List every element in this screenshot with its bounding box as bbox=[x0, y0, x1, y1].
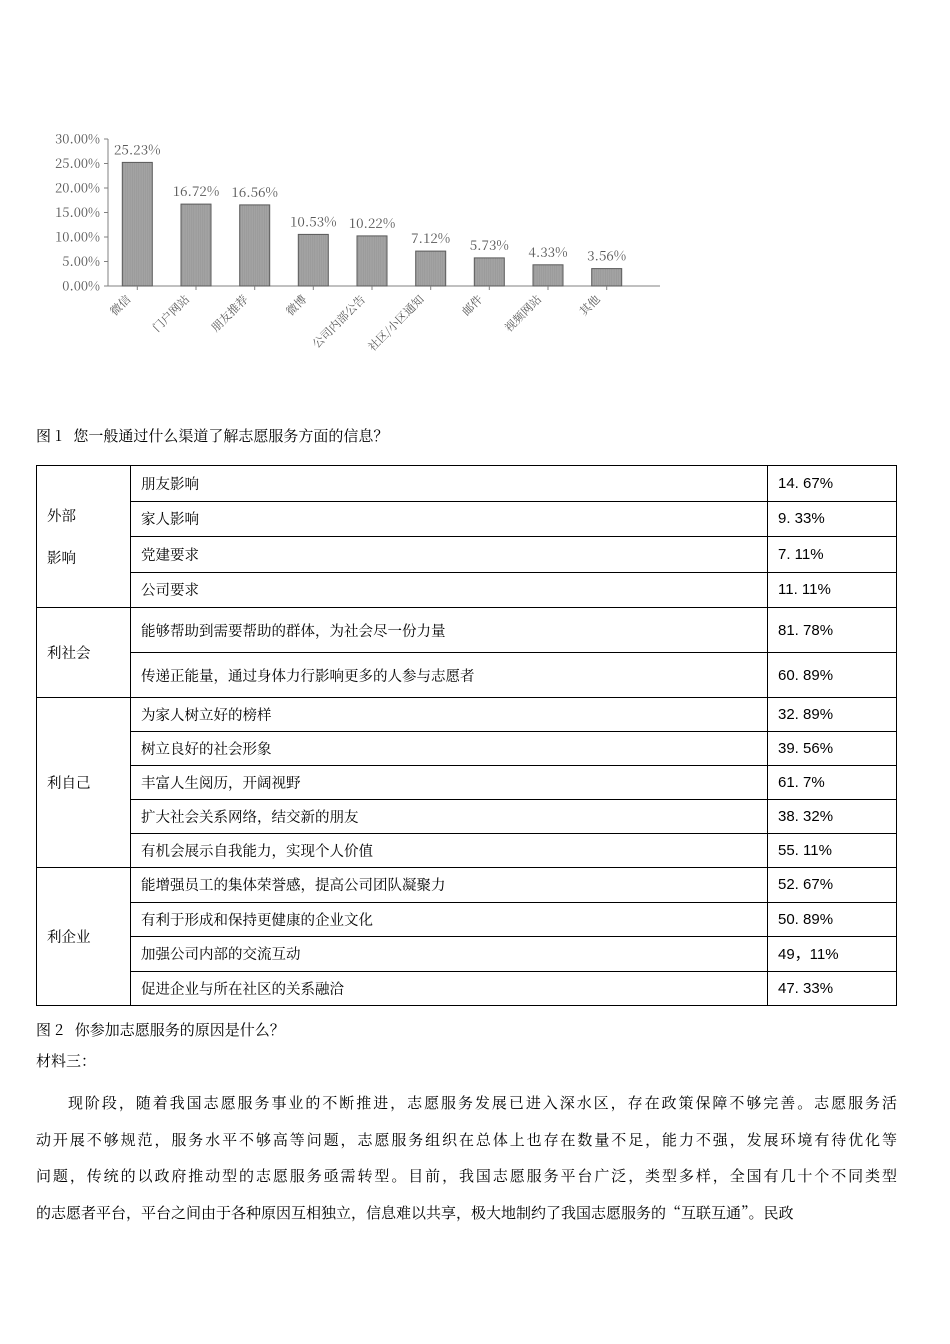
svg-text:门户网站: 门户网站 bbox=[149, 292, 193, 336]
svg-text:3.56%: 3.56% bbox=[587, 245, 626, 265]
svg-text:朋友推荐: 朋友推荐 bbox=[208, 291, 252, 335]
svg-text:25.23%: 25.23% bbox=[114, 138, 161, 158]
svg-text:16.56%: 16.56% bbox=[231, 181, 278, 201]
svg-text:10.22%: 10.22% bbox=[349, 212, 396, 232]
svg-text:邮件: 邮件 bbox=[459, 291, 487, 319]
svg-text:微信: 微信 bbox=[107, 291, 135, 319]
svg-text:10.53%: 10.53% bbox=[290, 210, 337, 230]
svg-text:5.00%: 5.00% bbox=[62, 251, 100, 270]
svg-text:公司内部公告: 公司内部公告 bbox=[309, 292, 369, 352]
svg-text:15.00%: 15.00% bbox=[55, 202, 100, 221]
svg-text:0.00%: 0.00% bbox=[62, 276, 100, 295]
svg-text:微博: 微博 bbox=[283, 291, 311, 319]
svg-text:10.00%: 10.00% bbox=[55, 227, 100, 246]
svg-text:社区/小区通知: 社区/小区通知 bbox=[365, 292, 428, 355]
svg-text:其他: 其他 bbox=[576, 291, 604, 319]
svg-text:16.72%: 16.72% bbox=[173, 180, 220, 200]
svg-text:7.12%: 7.12% bbox=[411, 227, 450, 247]
svg-text:30.00%: 30.00% bbox=[55, 129, 100, 148]
svg-text:5.73%: 5.73% bbox=[470, 234, 509, 254]
svg-text:20.00%: 20.00% bbox=[55, 178, 100, 197]
svg-text:视频网站: 视频网站 bbox=[501, 292, 545, 336]
svg-text:25.00%: 25.00% bbox=[55, 153, 100, 172]
svg-text:4.33%: 4.33% bbox=[528, 241, 567, 261]
